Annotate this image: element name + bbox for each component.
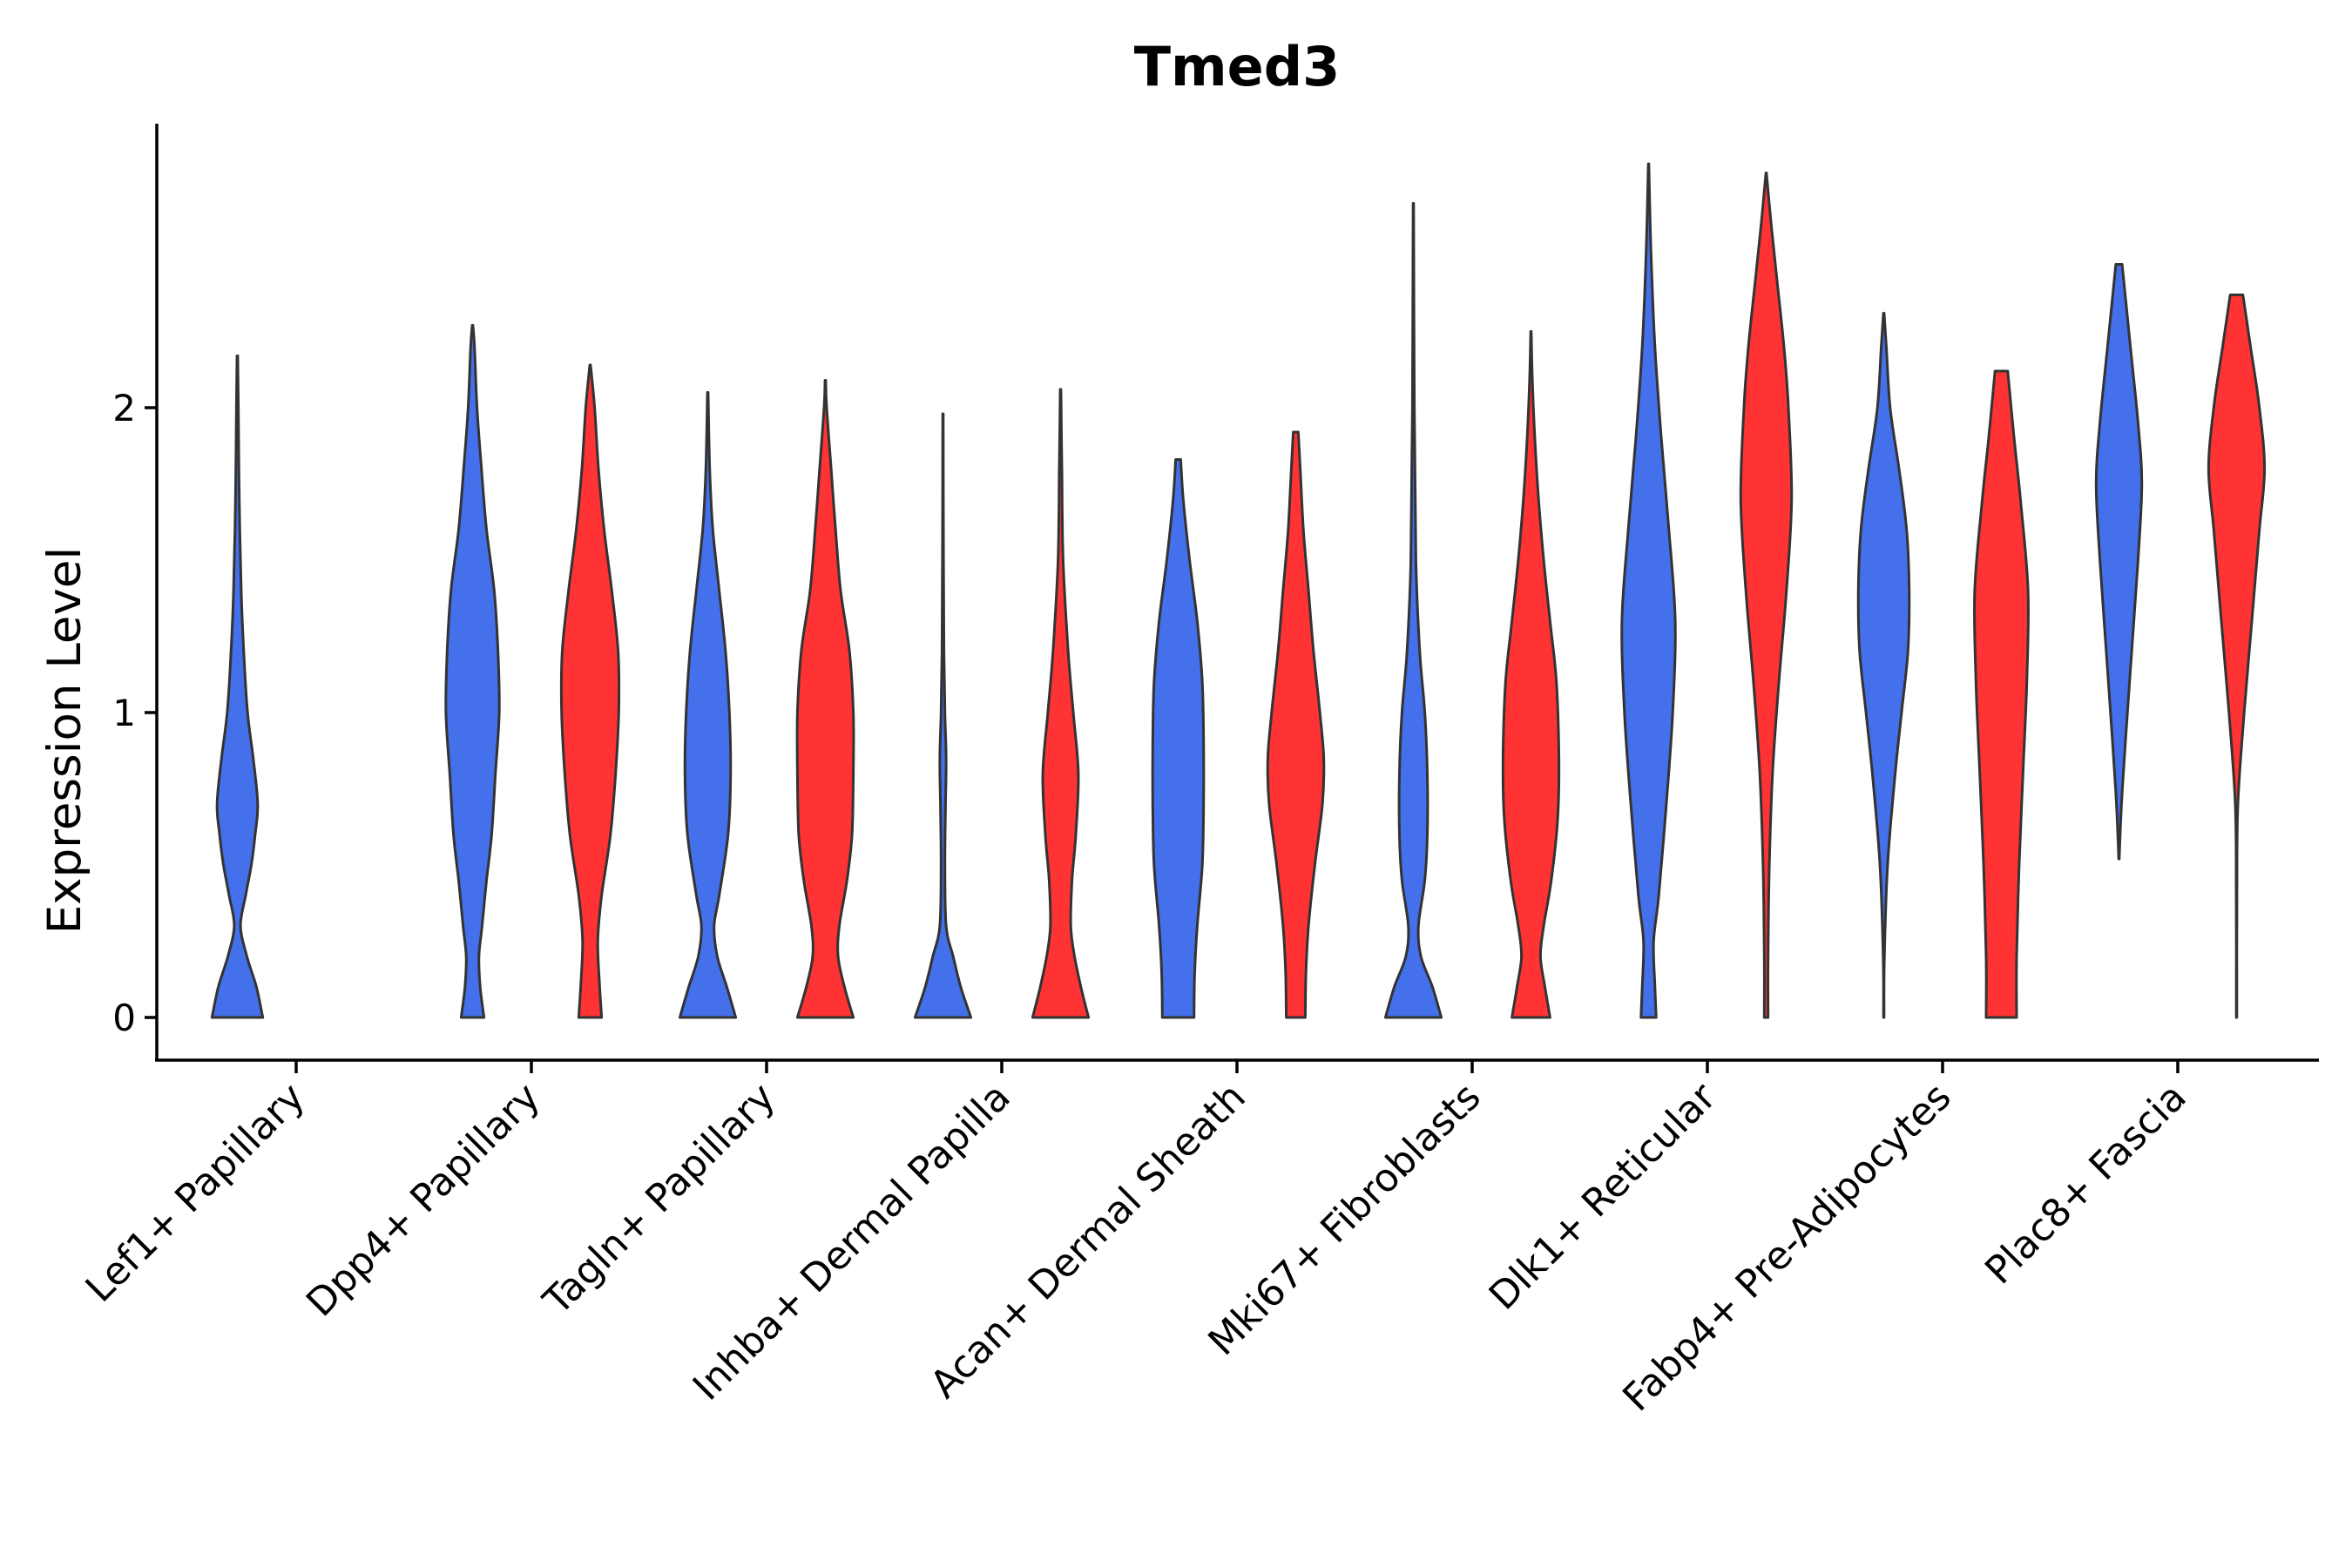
violin-red: [1501, 330, 1561, 1019]
violin-red: [2207, 294, 2267, 1019]
chart-title: Tmed3: [1134, 35, 1340, 98]
category-label: Plac8+ Fascia: [1977, 1075, 2195, 1294]
violin-blue: [210, 355, 265, 1019]
category-label: Dlk1+ Reticular: [1481, 1074, 1726, 1319]
violin-blue: [1151, 458, 1206, 1019]
violin-blue: [913, 412, 973, 1019]
category-label: Dpp4+ Papillary: [298, 1075, 549, 1326]
y-ticks: 0 1 2: [112, 387, 157, 1039]
violin-red: [1739, 172, 1794, 1019]
y-tick-label: 1: [112, 692, 136, 734]
violin-blue: [1856, 312, 1911, 1019]
plot-area: [210, 162, 2267, 1019]
violin-red: [559, 363, 621, 1019]
category-label: Lef1+ Papillary: [78, 1075, 314, 1311]
violin-blue: [1383, 202, 1443, 1019]
violin-red: [1972, 369, 2031, 1019]
violin-red: [1266, 430, 1326, 1019]
category-label: Mki67+ Fibroblasts: [1200, 1075, 1489, 1364]
y-axis-label: Expression Level: [38, 547, 91, 934]
category-label: Tagln+ Papillary: [535, 1075, 784, 1324]
violin-blue: [1620, 162, 1677, 1019]
violin-blue: [2094, 263, 2144, 861]
y-tick-label: 0: [112, 997, 136, 1039]
violin-red: [795, 379, 855, 1019]
y-tick-label: 2: [112, 387, 136, 429]
violin-red: [1031, 388, 1091, 1019]
violin-blue: [444, 324, 501, 1019]
violin-blue: [678, 391, 738, 1019]
